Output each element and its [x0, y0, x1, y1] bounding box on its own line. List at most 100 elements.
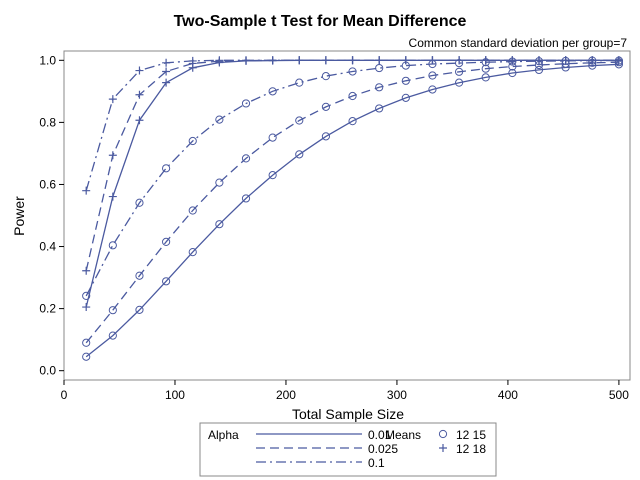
legend-means-label-0: 12 15 — [456, 428, 486, 442]
data-point — [481, 56, 490, 65]
data-point — [428, 71, 437, 80]
data-point — [241, 194, 251, 203]
data-point — [188, 206, 197, 215]
data-point — [348, 117, 357, 126]
data-point — [162, 164, 171, 173]
data-point — [241, 154, 251, 163]
data-point — [241, 99, 251, 108]
series-line — [85, 61, 619, 344]
data-point — [135, 271, 144, 280]
data-point — [108, 241, 117, 250]
y-tick-label: 0.6 — [39, 177, 56, 191]
data-point — [561, 56, 570, 65]
y-axis-label: Power — [11, 196, 27, 236]
data-point — [82, 291, 91, 300]
y-tick-label: 1.0 — [39, 53, 56, 67]
data-point — [375, 83, 384, 92]
x-tick-label: 500 — [609, 388, 629, 402]
data-point — [508, 68, 517, 78]
data-point — [348, 56, 357, 65]
data-point — [188, 248, 197, 257]
data-point — [135, 198, 144, 207]
data-point — [401, 56, 410, 65]
series-line — [85, 59, 619, 271]
data-point — [82, 186, 91, 195]
data-point — [268, 133, 277, 142]
data-point — [188, 56, 197, 65]
axes: 0 100 200 300 400 500 0.0 0.2 0.4 0.6 0.8 1.0 — [39, 53, 629, 402]
data-point — [162, 58, 171, 67]
data-point — [321, 132, 331, 141]
data-point — [135, 90, 144, 99]
legend: Alpha Means 0.01 0.025 0.1 12 15 12 18 — [199, 422, 497, 477]
data-point — [188, 136, 197, 146]
plot-frame — [63, 50, 631, 381]
data-point — [481, 73, 490, 82]
legend-alpha-label-0: 0.01 — [368, 428, 392, 442]
data-point — [614, 56, 623, 65]
chart-title: Two-Sample t Test for Mean Difference — [174, 13, 467, 30]
legend-symbols — [256, 429, 448, 463]
data-point — [82, 352, 91, 361]
data-point — [321, 56, 330, 65]
data-point — [401, 76, 410, 85]
data-point — [82, 266, 91, 275]
data-point — [135, 66, 144, 75]
data-point — [108, 151, 117, 160]
data-point — [268, 171, 277, 180]
data-point — [534, 65, 544, 75]
series-group — [82, 56, 624, 361]
legend-means-title: Means — [385, 428, 421, 442]
legend-marker-sample — [438, 429, 448, 439]
data-point — [588, 56, 597, 65]
series-line — [85, 59, 619, 308]
data-point — [162, 78, 171, 87]
data-point — [215, 56, 224, 65]
data-point — [534, 56, 543, 65]
data-point — [108, 192, 117, 201]
data-point — [268, 56, 277, 65]
data-point — [108, 331, 117, 340]
data-point — [348, 67, 357, 76]
data-point — [108, 95, 117, 104]
legend-alpha-title: Alpha — [208, 428, 239, 442]
x-axis-label: Total Sample Size — [292, 406, 404, 422]
x-tick-label: 200 — [276, 388, 296, 402]
data-point — [375, 56, 384, 65]
data-point — [428, 56, 437, 65]
y-tick-label: 0.0 — [39, 364, 56, 378]
data-point — [481, 64, 490, 73]
data-point — [135, 305, 144, 314]
data-point — [295, 56, 304, 65]
data-point — [454, 78, 464, 87]
data-point — [108, 306, 117, 315]
data-point — [268, 87, 277, 96]
legend-marker-sample — [439, 444, 447, 452]
data-point — [321, 72, 331, 81]
y-tick-label: 0.4 — [39, 240, 56, 254]
x-tick-label: 100 — [165, 388, 185, 402]
data-point — [375, 63, 384, 73]
legend-means-label-1: 12 18 — [456, 442, 486, 456]
y-tick-label: 0.2 — [39, 302, 56, 316]
data-point — [428, 85, 437, 94]
data-point — [348, 91, 357, 101]
series-line — [85, 63, 619, 358]
data-point — [215, 178, 224, 187]
data-point — [455, 56, 464, 65]
data-point — [215, 115, 224, 124]
series-line — [85, 59, 619, 297]
data-point — [375, 104, 384, 113]
data-point — [295, 150, 304, 159]
y-tick-label: 0.8 — [39, 115, 56, 129]
data-point — [295, 116, 304, 125]
data-point — [215, 220, 224, 229]
legend-alpha-label-1: 0.025 — [368, 442, 398, 456]
x-tick-label: 0 — [61, 388, 68, 402]
data-point — [162, 237, 171, 246]
legend-alpha-label-2: 0.1 — [368, 456, 385, 470]
data-point — [508, 56, 517, 65]
legend-frame — [199, 422, 497, 477]
data-point — [162, 67, 171, 76]
